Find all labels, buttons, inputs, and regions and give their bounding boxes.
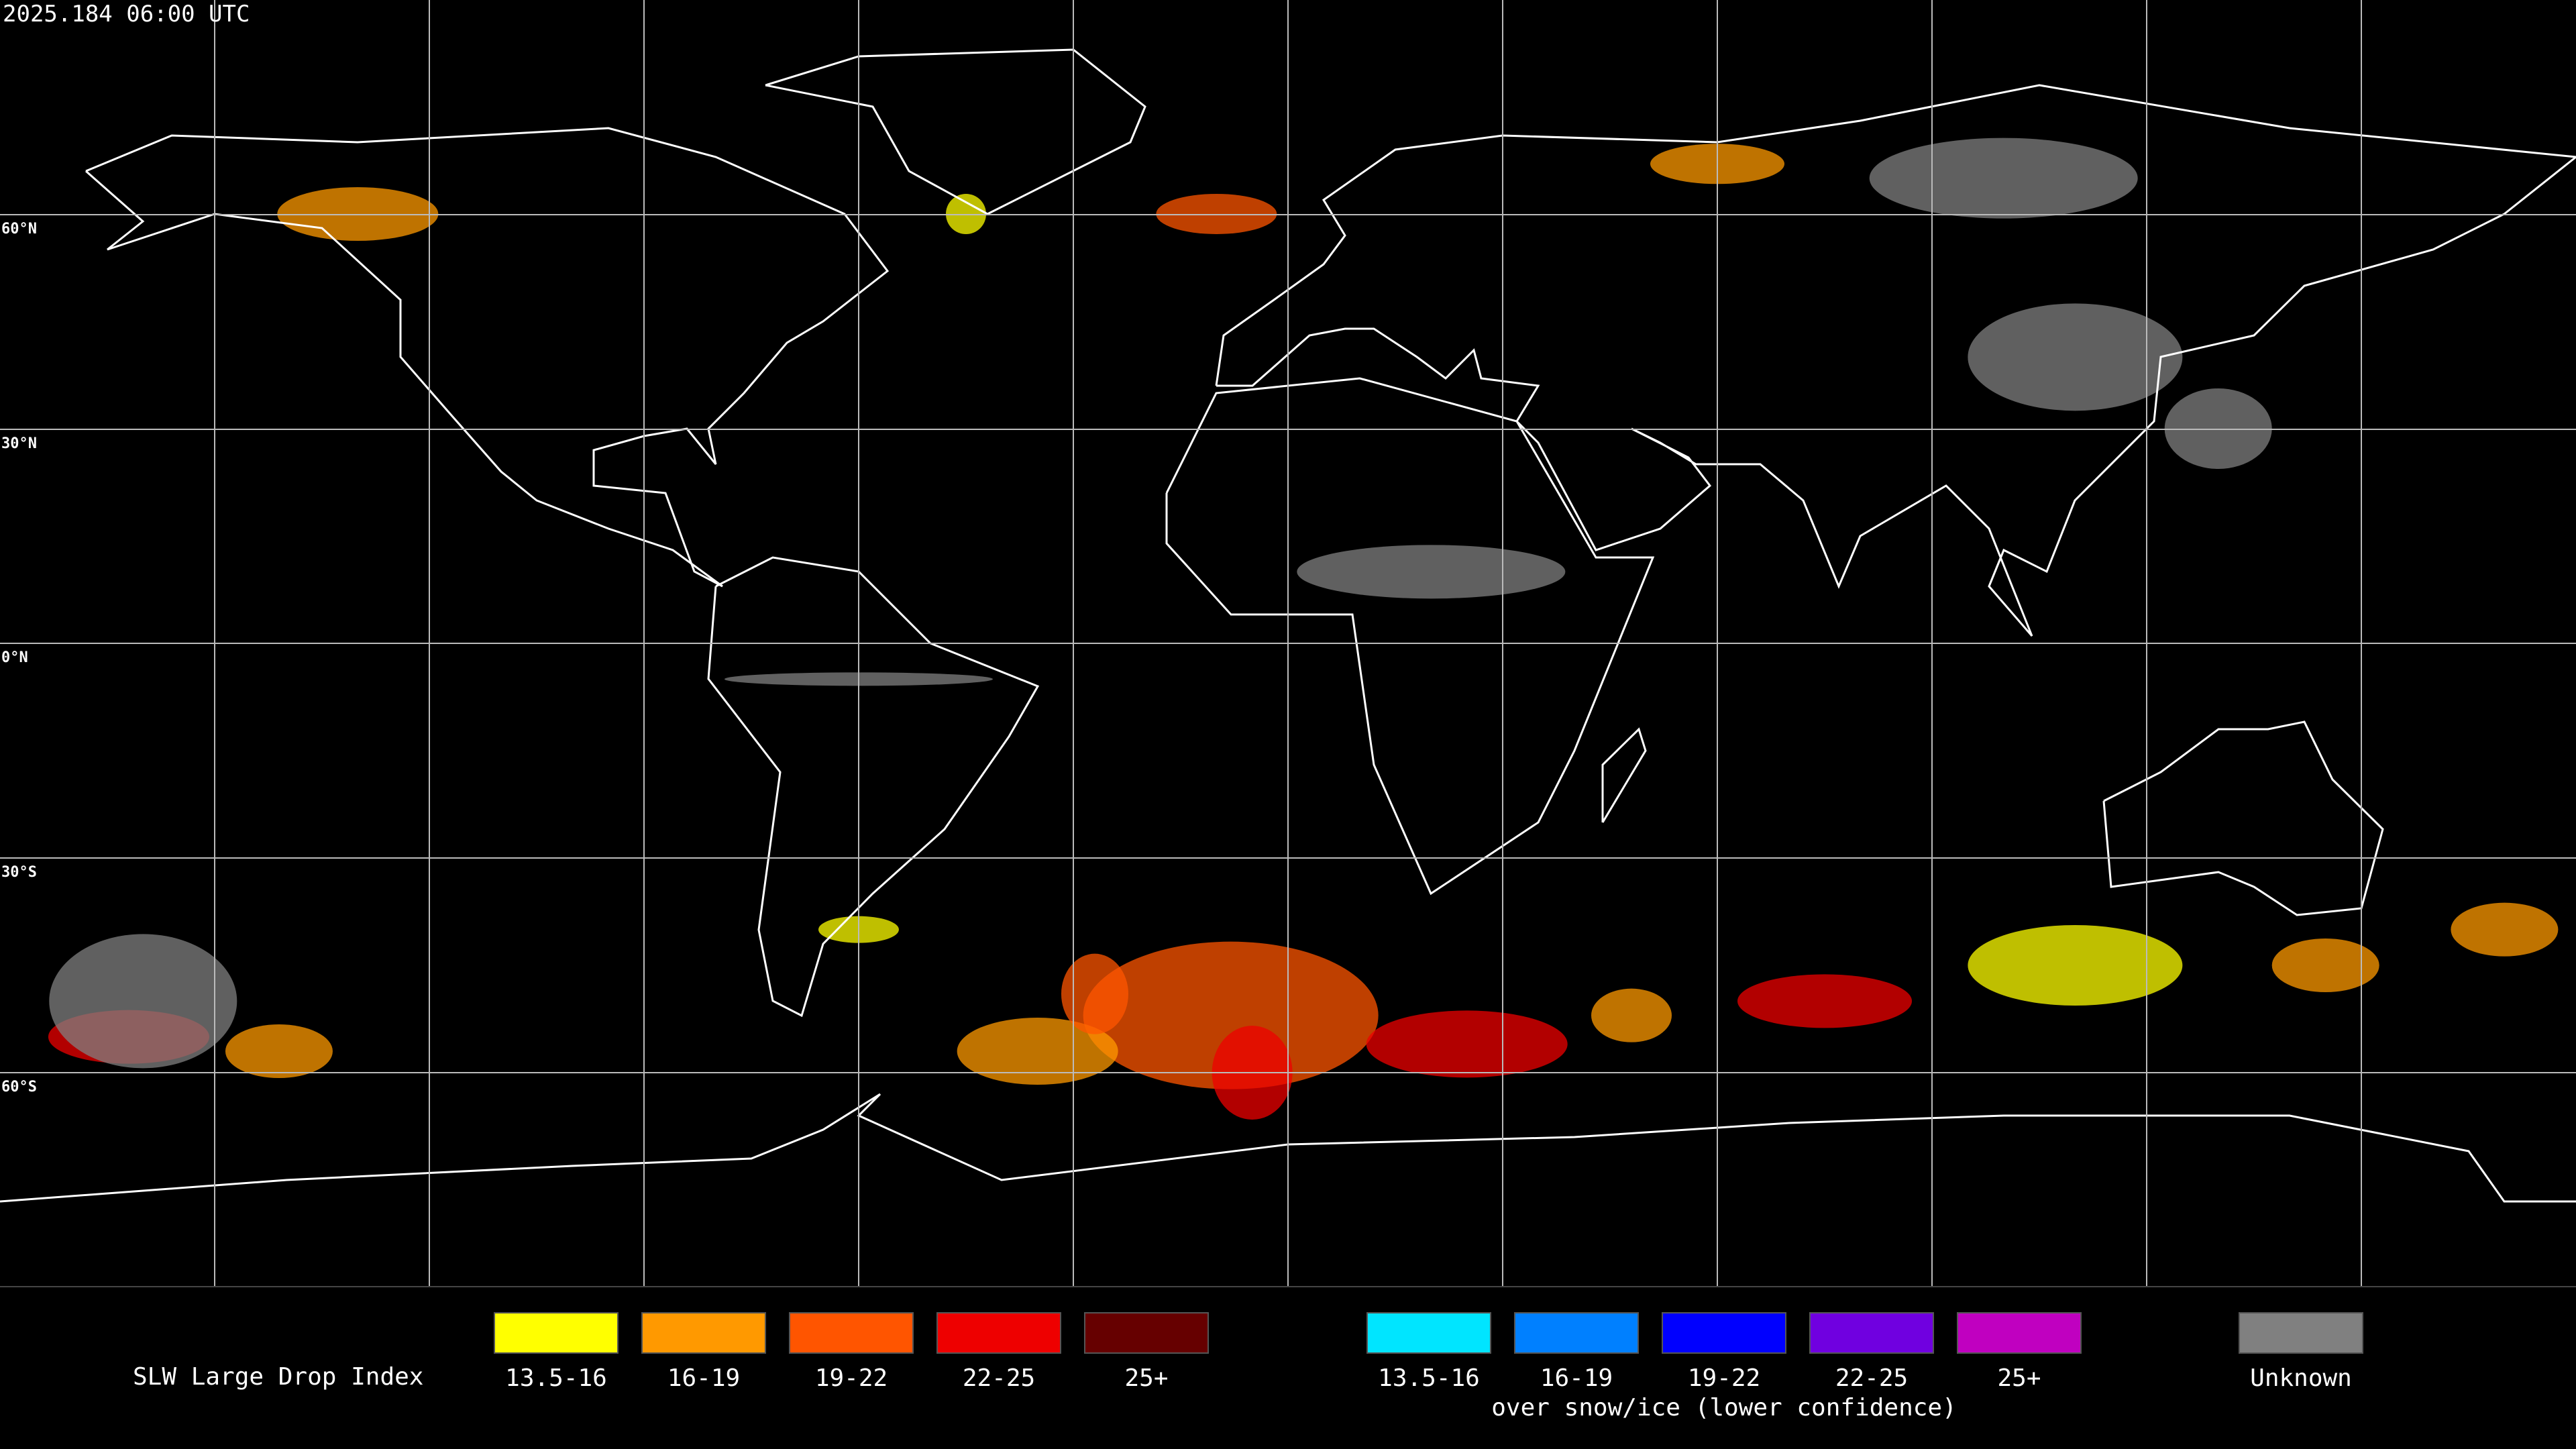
legend-swatch — [1662, 1312, 1786, 1354]
lat-label: 0°N — [1, 649, 28, 666]
cloud-region — [1968, 303, 2183, 411]
legend-swatch — [1084, 1312, 1209, 1354]
legend-swatch — [1957, 1312, 2082, 1354]
cloud-region — [1366, 1010, 1568, 1078]
cloud-region — [277, 186, 439, 241]
cloud-region — [2271, 938, 2379, 993]
coastline — [0, 1093, 2576, 1203]
cloud-region — [1061, 953, 1128, 1034]
cloud-region — [225, 1024, 333, 1079]
legend-swatch — [936, 1312, 1061, 1354]
lat-label: 60°S — [1, 1079, 37, 1095]
cloud-region — [945, 193, 986, 234]
cloud-region — [957, 1018, 1118, 1085]
legend-swatch — [1514, 1312, 1639, 1354]
cloud-region — [1297, 545, 1566, 599]
legend-swatch — [494, 1312, 619, 1354]
coastline — [1601, 727, 1647, 823]
cloud-region — [1869, 138, 2138, 219]
lat-labels: 60°N 30°N 0°N 30°S 60°S — [1, 221, 37, 1095]
legend-label: 25+ — [1997, 1364, 2041, 1392]
legend-label: Unknown — [2250, 1364, 2352, 1392]
cloud-region — [2164, 388, 2272, 469]
graticule — [0, 0, 2576, 1287]
cloud-region — [1968, 925, 2183, 1006]
legend-label: 13.5-16 — [1378, 1364, 1480, 1392]
legend-note: over snow/ice (lower confidence) — [1491, 1394, 1957, 1421]
legend-swatch — [2239, 1312, 2363, 1354]
legend-swatch — [641, 1312, 766, 1354]
legend: SLW Large Drop Index 13.5-16 16-19 19-22 22… — [133, 1312, 2363, 1421]
cloud-region — [1083, 941, 1379, 1089]
coastline — [707, 556, 1040, 1018]
coastline — [765, 48, 1146, 215]
cloud-region — [1156, 193, 1277, 234]
timestamp: 2025.184 06:00 UTC — [3, 1, 250, 28]
legend-swatch — [789, 1312, 914, 1354]
coastline — [1165, 377, 1655, 896]
cloud-region — [1591, 988, 1672, 1042]
legend-swatch — [1366, 1312, 1491, 1354]
coastlines — [0, 48, 2576, 1203]
legend-label: 25+ — [1124, 1364, 1168, 1392]
lat-label: 30°N — [1, 435, 37, 452]
legend-label: 13.5-16 — [505, 1364, 607, 1392]
cloud-layer — [48, 138, 2559, 1120]
legend-label: 22-25 — [1835, 1364, 1908, 1392]
cloud-region — [49, 934, 237, 1069]
cloud-region — [1737, 974, 1913, 1028]
legend-label: 19-22 — [815, 1364, 888, 1392]
cloud-region — [2451, 902, 2559, 957]
coastline — [2102, 720, 2384, 916]
lat-label: 60°N — [1, 221, 37, 237]
lat-label: 30°S — [1, 864, 37, 881]
legend-label: 16-19 — [667, 1364, 740, 1392]
legend-title: SLW Large Drop Index — [133, 1363, 423, 1391]
legend-label: 22-25 — [963, 1364, 1035, 1392]
legend-swatch — [1809, 1312, 1934, 1354]
legend-label: 16-19 — [1540, 1364, 1613, 1392]
legend-label: 19-22 — [1688, 1364, 1760, 1392]
